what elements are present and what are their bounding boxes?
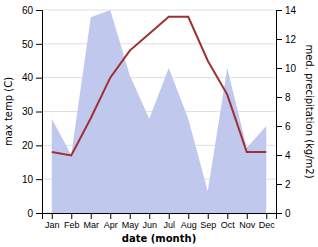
y2-axis-tick-mark — [276, 126, 282, 127]
x-tick: Nov — [239, 213, 256, 230]
axis-line — [277, 11, 283, 214]
y2-axis-tick: 2 — [276, 179, 291, 190]
x-tick-mark — [110, 213, 111, 219]
y-axis-tick-label: 10 — [22, 174, 34, 185]
y2-axis-tick-label: 0 — [285, 208, 291, 219]
y-axis-tick-label: 20 — [22, 140, 34, 151]
grid-line — [42, 10, 276, 11]
x-tick-label: Oct — [221, 220, 236, 230]
line — [52, 17, 267, 156]
x-tick: Jul — [163, 213, 175, 230]
axis-line — [43, 214, 277, 220]
grid-line — [42, 77, 276, 78]
x-tick-mark — [227, 213, 228, 219]
y-axis-tick-mark — [36, 10, 42, 11]
x-axis-title: date (month) — [122, 233, 196, 244]
y2-axis-tick: 0 — [276, 208, 291, 219]
y2-axis-tick-label: 6 — [285, 121, 291, 132]
axis-line — [36, 11, 43, 214]
x-tick-label: Dec — [259, 220, 276, 230]
y2-axis-tick: 8 — [276, 92, 291, 103]
x-tick-mark — [266, 213, 267, 219]
x-tick-mark — [130, 213, 131, 219]
x-tick: Dec — [259, 213, 276, 230]
y-axis-tick-label: 30 — [22, 106, 34, 117]
y2-axis-tick-mark — [276, 39, 282, 40]
x-tick: Jan — [45, 213, 60, 230]
y2-axis-tick-label: 8 — [285, 92, 291, 103]
y-axis: 0 10 20 30 40 50 60 — [22, 5, 43, 219]
x-tick-label: Apr — [104, 220, 118, 230]
x-tick-mark — [208, 213, 209, 219]
x-tick-label: May — [122, 220, 140, 230]
x-tick-label: Feb — [64, 220, 80, 230]
y2-axis-tick: 4 — [276, 150, 291, 161]
x-tick: Apr — [104, 213, 118, 230]
y2-axis-tick-mark — [276, 10, 282, 11]
y-axis-tick: 30 — [22, 106, 42, 117]
x-tick: Sep — [200, 213, 216, 230]
x-tick-label: Jan — [45, 220, 60, 230]
x-tick-label: Jul — [163, 220, 175, 230]
y-axis-tick: 60 — [22, 5, 42, 16]
x-tick-mark — [188, 213, 189, 219]
y-axis-tick: 50 — [22, 39, 42, 50]
y2-axis-title: med. precipitation (kg/m2) — [304, 44, 315, 178]
area — [52, 10, 267, 213]
y-axis-tick-label: 40 — [22, 72, 34, 83]
y2-axis-tick-label: 2 — [285, 179, 291, 190]
y-axis-tick: 40 — [22, 72, 42, 83]
y-axis-title: max temp (C) — [3, 77, 14, 146]
x-tick-label: Aug — [181, 220, 197, 230]
x-axis: Jan Feb Mar Apr MayJun Jul AugSep OctNovDec — [43, 213, 277, 230]
y2-axis-tick: 12 — [276, 34, 297, 45]
x-tick-mark — [52, 213, 53, 219]
x-tick-mark — [71, 213, 72, 219]
x-tick-label: Sep — [200, 220, 216, 230]
y2-axis-tick-label: 14 — [285, 5, 297, 16]
plot: Jan Feb Mar Apr MayJun Jul AugSep OctNovDec 0 10 2… — [3, 5, 315, 244]
x-tick-mark — [149, 213, 150, 219]
x-tick: Oct — [221, 213, 236, 230]
x-tick-label: Mar — [84, 220, 100, 230]
y2-axis-tick: 6 — [276, 121, 291, 132]
x-tick: Aug — [181, 213, 197, 230]
y-axis-tick-label: 0 — [27, 208, 33, 219]
y-axis-tick-mark — [36, 112, 42, 113]
x-tick: Mar — [84, 213, 100, 230]
y2-axis-tick-mark — [276, 97, 282, 98]
y-axis-tick-mark — [36, 145, 42, 146]
y2-axis-tick-mark — [276, 155, 282, 156]
y2-axis-tick: 14 — [276, 5, 297, 16]
y2-axis-tick-mark — [276, 68, 282, 69]
x-tick-label: Jun — [142, 220, 157, 230]
grid — [42, 10, 276, 213]
y-axis-tick: 0 — [27, 208, 42, 219]
x-tick-mark — [247, 213, 248, 219]
y-axis-tick-mark — [36, 44, 42, 45]
y2-axis-tick: 10 — [276, 63, 297, 74]
y-axis-tick-label: 60 — [22, 5, 34, 16]
grid-line — [42, 43, 276, 44]
y-axis-tick-mark — [36, 78, 42, 79]
y2-axis-tick-label: 12 — [285, 34, 297, 45]
y-axis-tick-mark — [36, 213, 42, 214]
x-tick-mark — [169, 213, 170, 219]
y2-axis-tick-mark — [276, 184, 282, 185]
chart: Jan Feb Mar Apr MayJun Jul AugSep OctNovDec 0 10 2… — [0, 0, 318, 247]
y2-axis-tick-mark — [276, 213, 282, 214]
x-tick: Feb — [64, 213, 80, 230]
x-tick: Jun — [142, 213, 157, 230]
y2-axis-tick-label: 4 — [285, 150, 291, 161]
marks — [52, 10, 267, 213]
x-tick-mark — [91, 213, 92, 219]
y-axis-tick-mark — [36, 179, 42, 180]
y2-axis-tick-label: 10 — [285, 63, 297, 74]
y-axis-tick: 20 — [22, 140, 42, 151]
x-tick: May — [122, 213, 140, 230]
y2-axis: 0 2 4 6 8 10 12 14 — [276, 5, 297, 219]
y-axis-tick-label: 50 — [22, 39, 34, 50]
x-tick-label: Nov — [239, 220, 256, 230]
y-axis-tick: 10 — [22, 174, 42, 185]
